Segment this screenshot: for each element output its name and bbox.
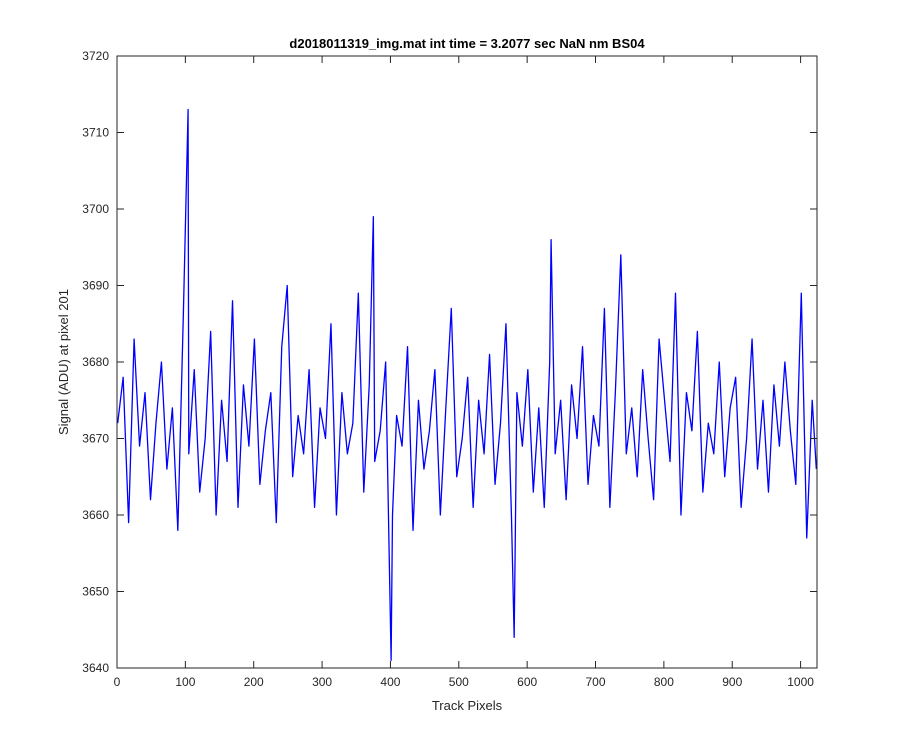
x-tick-label: 1000: [787, 675, 814, 689]
y-tick-label: 3690: [82, 279, 109, 293]
x-tick-label: 600: [517, 675, 537, 689]
x-tick-label: 200: [244, 675, 264, 689]
y-tick-label: 3710: [82, 126, 109, 140]
x-axis-label: Track Pixels: [432, 698, 503, 713]
x-tick-label: 300: [312, 675, 332, 689]
chart-title: d2018011319_img.mat int time = 3.2077 se…: [289, 36, 645, 51]
x-tick-label: 900: [722, 675, 742, 689]
y-axis-label: Signal (ADU) at pixel 201: [56, 289, 71, 435]
y-tick-label: 3680: [82, 355, 109, 369]
x-tick-label: 500: [449, 675, 469, 689]
plot-area: [117, 56, 817, 668]
x-tick-label: 0: [114, 675, 121, 689]
x-axis-ticks: 0 100 200 300 400 500 600 700 800 900 1000: [114, 56, 814, 689]
y-axis-ticks: 3640 3650 3660 3670 3680 3690 3700 3710 3720: [82, 49, 817, 675]
x-tick-label: 800: [654, 675, 674, 689]
y-tick-label: 3700: [82, 202, 109, 216]
y-tick-label: 3670: [82, 432, 109, 446]
series-layer: [117, 108, 817, 661]
x-tick-label: 700: [586, 675, 606, 689]
x-tick-label: 400: [380, 675, 400, 689]
series-line-1: [117, 108, 817, 661]
y-tick-label: 3650: [82, 585, 109, 599]
y-tick-label: 3660: [82, 508, 109, 522]
y-tick-label: 3720: [82, 49, 109, 63]
x-tick-label: 100: [175, 675, 195, 689]
y-tick-label: 3640: [82, 661, 109, 675]
